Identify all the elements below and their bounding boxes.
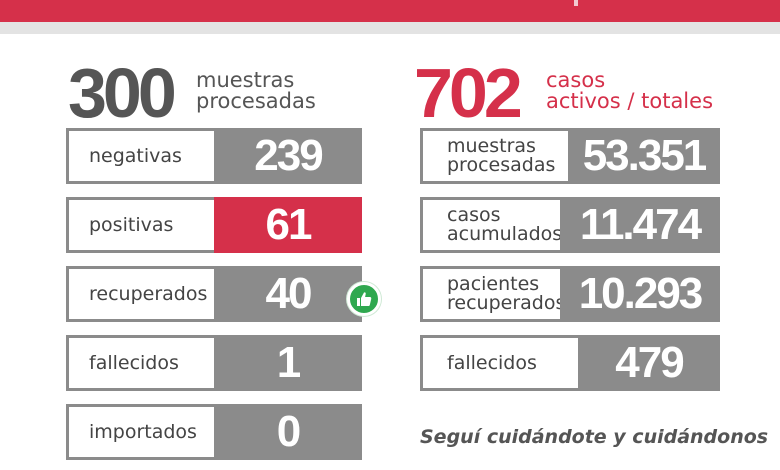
stat-value: 10.293 [560, 266, 720, 322]
stat-row-pacientes-recuperados: pacientes recuperados 10.293 [420, 266, 720, 322]
stat-row-casos-acumulados: casos acumulados 11.474 [420, 197, 720, 253]
top-banner [0, 0, 780, 22]
stat-row-total-fallecidos: fallecidos 479 [420, 335, 720, 391]
stat-row-fallecidos: fallecidos 1 [66, 335, 362, 391]
stat-label: fallecidos [420, 335, 578, 391]
stat-row-total-muestras: muestras procesadas 53.351 [420, 128, 720, 184]
stat-label: recuperados [66, 266, 214, 322]
top-banner-shadow [0, 22, 780, 34]
stat-value: 239 [214, 128, 362, 184]
stat-row-recuperados: recuperados 40 [66, 266, 362, 322]
daily-samples-caption: muestras procesadas [196, 68, 316, 113]
stat-label: negativas [66, 128, 214, 184]
daily-samples-number: 300 [68, 54, 177, 132]
stat-row-importados: importados 0 [66, 404, 362, 460]
stat-label: pacientes recuperados [420, 266, 565, 322]
top-banner-mark [574, 0, 578, 6]
stat-value: 61 [214, 197, 362, 253]
stat-value: 53.351 [568, 128, 720, 184]
slogan-text: Seguí cuidándote y cuidándonos [420, 426, 769, 448]
active-cases-number: 702 [414, 54, 523, 132]
stat-value: 1 [214, 335, 362, 391]
stat-label: muestras procesadas [420, 128, 568, 184]
stat-label: importados [66, 404, 214, 460]
stat-row-negativas: negativas 239 [66, 128, 362, 184]
stat-value: 40 [214, 266, 362, 322]
active-cases-caption: casos activos / totales [546, 68, 714, 113]
stat-label: positivas [66, 197, 214, 253]
stat-value: 11.474 [560, 197, 720, 253]
stat-value: 479 [578, 335, 720, 391]
stat-value: 0 [214, 404, 362, 460]
stat-row-positivas: positivas 61 [66, 197, 362, 253]
thumbs-up-icon [347, 282, 381, 316]
stat-label: fallecidos [66, 335, 214, 391]
stat-label: casos acumulados [420, 197, 562, 253]
